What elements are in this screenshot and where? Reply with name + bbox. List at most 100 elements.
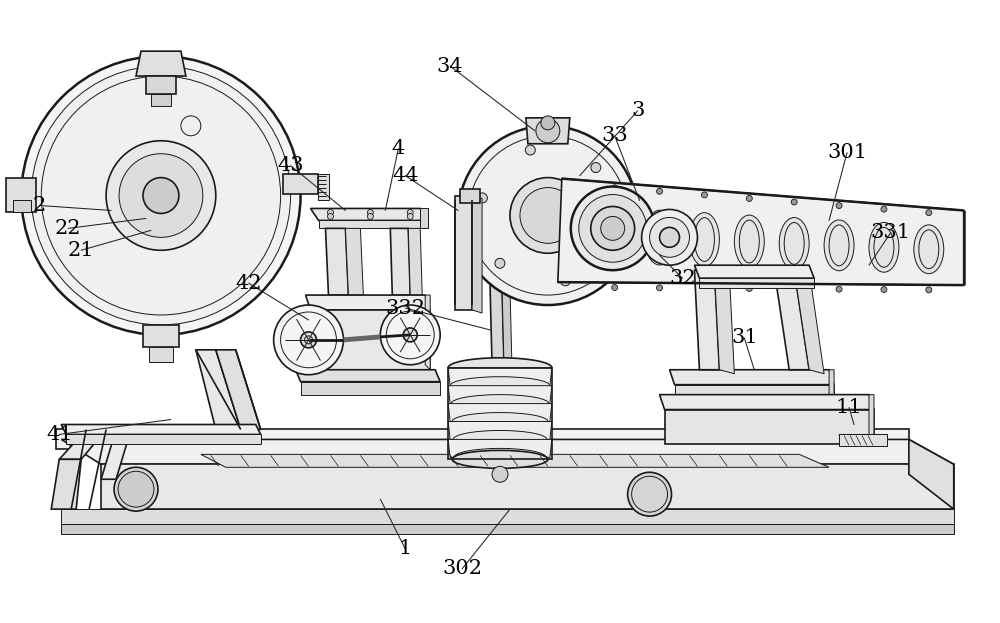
Ellipse shape (600, 207, 630, 264)
Ellipse shape (869, 222, 899, 272)
Ellipse shape (453, 430, 547, 449)
Text: 21: 21 (68, 240, 94, 260)
Bar (146, 76, 176, 94)
Circle shape (458, 126, 638, 305)
Circle shape (579, 194, 647, 262)
Text: 331: 331 (871, 223, 911, 242)
Bar (839, 434, 887, 447)
Polygon shape (325, 229, 348, 295)
Circle shape (367, 214, 373, 219)
Ellipse shape (452, 450, 548, 468)
Circle shape (791, 199, 797, 205)
Text: 11: 11 (836, 398, 862, 417)
Ellipse shape (645, 210, 675, 265)
Bar (13, 201, 31, 212)
Polygon shape (61, 524, 954, 534)
Text: 34: 34 (437, 57, 463, 75)
Circle shape (367, 209, 373, 216)
Polygon shape (301, 382, 440, 394)
Circle shape (106, 141, 216, 250)
Polygon shape (699, 278, 814, 288)
Circle shape (701, 285, 707, 291)
Polygon shape (136, 51, 186, 76)
Polygon shape (526, 118, 570, 144)
Text: 43: 43 (277, 156, 304, 175)
Polygon shape (196, 350, 241, 429)
Circle shape (612, 285, 618, 290)
Text: 302: 302 (442, 559, 482, 578)
Circle shape (591, 206, 635, 250)
Circle shape (510, 178, 586, 254)
Polygon shape (660, 394, 874, 409)
Polygon shape (909, 439, 954, 509)
Circle shape (21, 56, 301, 335)
Circle shape (657, 188, 663, 194)
Text: 4: 4 (392, 139, 405, 158)
Text: 44: 44 (392, 166, 419, 185)
Text: 41: 41 (46, 425, 73, 444)
Polygon shape (794, 270, 824, 374)
Circle shape (143, 178, 179, 214)
Circle shape (591, 163, 601, 173)
Polygon shape (714, 270, 734, 374)
Polygon shape (839, 434, 884, 444)
Polygon shape (61, 424, 261, 434)
Circle shape (536, 119, 560, 143)
Polygon shape (345, 229, 363, 295)
Polygon shape (59, 429, 106, 459)
Polygon shape (448, 439, 552, 457)
Polygon shape (66, 434, 261, 444)
Polygon shape (425, 295, 430, 369)
Bar (460, 189, 480, 204)
Polygon shape (694, 270, 719, 369)
Polygon shape (420, 209, 428, 229)
Polygon shape (502, 285, 512, 367)
Polygon shape (319, 221, 428, 229)
Bar (151, 94, 171, 106)
Polygon shape (306, 295, 430, 310)
Polygon shape (670, 369, 834, 384)
Text: 2: 2 (33, 196, 46, 215)
Circle shape (701, 192, 707, 198)
Circle shape (119, 154, 203, 237)
Circle shape (926, 210, 932, 216)
Circle shape (407, 214, 413, 219)
Polygon shape (448, 404, 552, 422)
Circle shape (477, 193, 487, 203)
Text: 332: 332 (385, 298, 425, 318)
Circle shape (836, 202, 842, 209)
Circle shape (327, 209, 333, 216)
Circle shape (881, 206, 887, 212)
Circle shape (525, 145, 535, 155)
Text: 33: 33 (601, 126, 628, 145)
Circle shape (492, 466, 508, 482)
Ellipse shape (450, 377, 550, 394)
Circle shape (118, 471, 154, 507)
Circle shape (660, 227, 680, 247)
Polygon shape (61, 439, 954, 464)
Ellipse shape (824, 220, 854, 271)
Circle shape (560, 276, 570, 286)
Polygon shape (56, 429, 909, 449)
Circle shape (274, 305, 343, 374)
Circle shape (327, 214, 333, 219)
Circle shape (657, 285, 663, 291)
Polygon shape (408, 229, 422, 295)
Polygon shape (61, 509, 954, 524)
Circle shape (407, 209, 413, 216)
Polygon shape (390, 229, 410, 295)
Circle shape (628, 472, 672, 516)
Polygon shape (665, 409, 874, 444)
Circle shape (571, 186, 655, 270)
Polygon shape (774, 270, 809, 369)
Polygon shape (216, 350, 261, 429)
Polygon shape (448, 386, 552, 404)
Polygon shape (101, 464, 954, 509)
Ellipse shape (914, 225, 944, 273)
Circle shape (380, 305, 440, 364)
Ellipse shape (779, 217, 809, 269)
Circle shape (31, 66, 291, 325)
Circle shape (746, 285, 752, 292)
Ellipse shape (734, 215, 764, 268)
Polygon shape (201, 454, 829, 467)
